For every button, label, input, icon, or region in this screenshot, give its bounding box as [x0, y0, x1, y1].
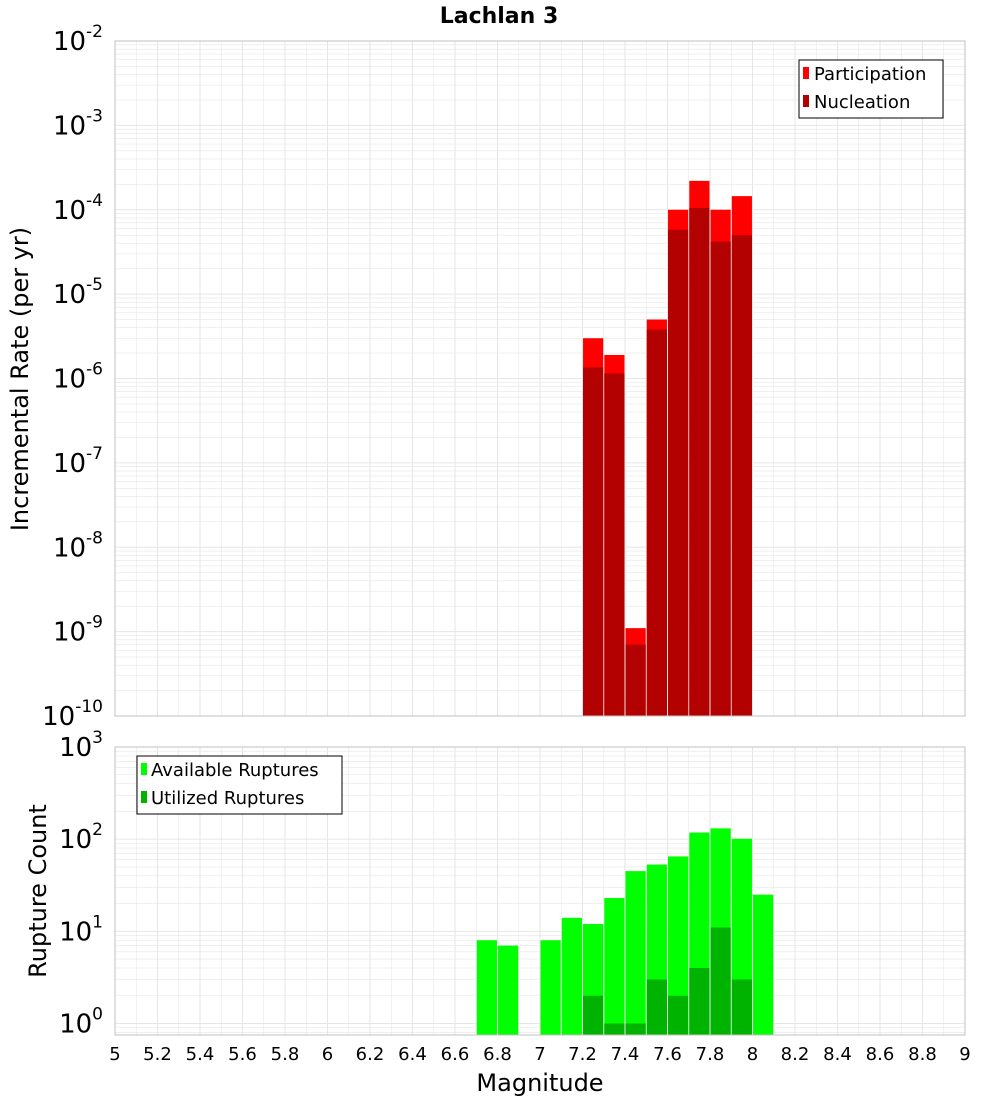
top-plot-grid [114, 41, 966, 717]
x-tick-label: 6.4 [398, 1044, 427, 1065]
nucleation-bar [625, 644, 646, 716]
x-tick-label: 6.2 [356, 1044, 385, 1065]
available-ruptures-bar [668, 856, 689, 1035]
top-y-axis-ticks: 10-10 10-9 10-8 10-7 10-6 10-5 10-4 10-3 10-2 [42, 22, 103, 732]
x-axis-label: Magnitude [476, 1069, 603, 1097]
available-ruptures-bar [625, 871, 646, 1035]
chart-title: Lachlan 3 [440, 4, 559, 29]
bottom-y-axis-label: Rupture Count [24, 804, 52, 978]
available-ruptures-bar [604, 897, 625, 1035]
x-tick-label: 8.8 [908, 1044, 937, 1065]
x-tick-label: 5 [109, 1044, 120, 1065]
top-y-tick-label: 10-7 [53, 444, 103, 479]
top-plot-bars [583, 180, 752, 717]
top-y-tick-label: 10-10 [42, 697, 103, 732]
nucleation-bar [604, 373, 625, 716]
nucleation-bar [583, 367, 604, 716]
bottom-y-axis-ticks: 100 101 102 103 [59, 728, 103, 1039]
utilized-ruptures-bar [689, 967, 710, 1035]
x-tick-label: 5.4 [186, 1044, 215, 1065]
bottom-y-tick-label: 101 [59, 912, 103, 947]
x-tick-label: 6.8 [483, 1044, 512, 1065]
utilized-ruptures-bar [668, 995, 689, 1035]
nucleation-bar [668, 229, 689, 717]
x-tick-label: 6.6 [441, 1044, 470, 1065]
nucleation-bar [689, 207, 710, 716]
bottom-y-tick-label: 100 [59, 1004, 103, 1039]
x-tick-label: 7.8 [696, 1044, 725, 1065]
available-ruptures-bar [561, 917, 582, 1035]
top-y-axis-label: Incremental Rate (per yr) [6, 227, 34, 531]
available-ruptures-bar [476, 940, 497, 1035]
bottom-y-tick-label: 103 [59, 728, 103, 763]
utilized-ruptures-bar [710, 927, 731, 1035]
top-plot-frame [114, 40, 966, 717]
utilized-ruptures-bar [583, 995, 604, 1035]
top-y-tick-label: 10-9 [53, 613, 103, 648]
bottom-plot-frame [114, 746, 966, 1036]
available-ruptures-bar [753, 894, 774, 1035]
x-tick-label: 8.6 [866, 1044, 895, 1065]
bottom-legend: Available Ruptures Utilized Ruptures [136, 755, 343, 815]
x-tick-label: 7.4 [611, 1044, 640, 1065]
top-y-tick-label: 10-3 [53, 106, 103, 141]
top-y-tick-label: 10-4 [53, 191, 103, 226]
x-tick-label: 5.2 [143, 1044, 172, 1065]
bottom-plot-bars [476, 828, 774, 1035]
top-y-tick-label: 10-6 [53, 360, 103, 395]
top-legend-box [798, 59, 944, 119]
legend-available-swatch [141, 763, 147, 775]
utilized-ruptures-bar [646, 979, 667, 1035]
bottom-y-tick-label: 102 [59, 820, 103, 855]
x-axis-ticks: 5 5.2 5.4 5.6 5.8 6 6.2 6.4 6.6 6.8 7 7.2 7.4 7.6 7.8 8… [109, 1044, 970, 1065]
utilized-ruptures-bar [731, 979, 752, 1035]
legend-nucleation-swatch [803, 95, 809, 107]
x-tick-label: 7.2 [568, 1044, 597, 1065]
top-legend: Participation Nucleation [798, 59, 944, 119]
x-tick-label: 6 [322, 1044, 333, 1065]
bottom-legend-box [136, 755, 343, 815]
x-tick-label: 8 [747, 1044, 758, 1065]
top-y-tick-label: 10-5 [53, 275, 103, 310]
legend-utilized-swatch [141, 791, 147, 803]
available-ruptures-bar [540, 940, 561, 1035]
legend-nucleation-label: Nucleation [814, 92, 910, 113]
x-tick-label: 5.8 [271, 1044, 300, 1065]
utilized-ruptures-bar [604, 1023, 625, 1035]
legend-participation-swatch [803, 67, 809, 79]
legend-participation-label: Participation [814, 64, 926, 85]
nucleation-bar [731, 235, 752, 716]
x-tick-label: 7.6 [653, 1044, 682, 1065]
utilized-ruptures-bar [625, 1023, 646, 1035]
nucleation-bar [646, 329, 667, 716]
available-ruptures-bar [498, 945, 519, 1035]
top-y-tick-label: 10-2 [53, 22, 103, 57]
x-tick-label: 8.2 [781, 1044, 810, 1065]
legend-available-label: Available Ruptures [151, 760, 319, 781]
nucleation-bar [710, 241, 731, 717]
x-tick-label: 7 [534, 1044, 545, 1065]
x-tick-label: 9 [959, 1044, 970, 1065]
x-tick-label: 5.6 [228, 1044, 257, 1065]
top-y-tick-label: 10-8 [53, 528, 103, 563]
x-tick-label: 8.4 [823, 1044, 852, 1065]
legend-utilized-label: Utilized Ruptures [151, 788, 304, 809]
